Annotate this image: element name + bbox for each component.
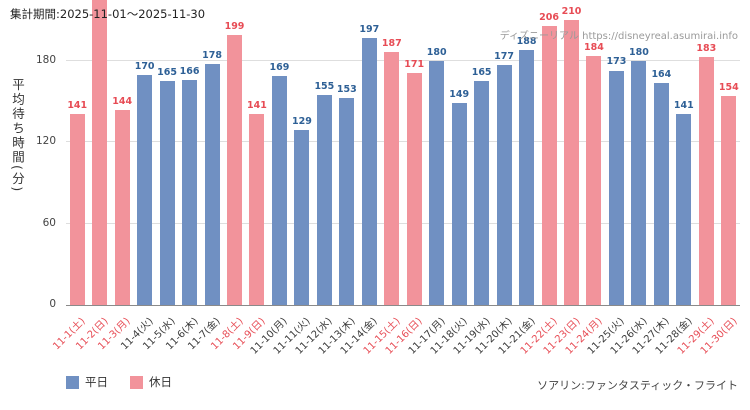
chart-bar [137, 74, 153, 305]
legend-label-holiday: 休日 [149, 375, 172, 389]
chart-bar [451, 103, 467, 305]
bar-value-label: 177 [494, 51, 515, 63]
weekday-color-swatch [66, 375, 79, 389]
chart-bar [294, 130, 310, 305]
bar-value-label: 169 [269, 61, 290, 73]
legend-item-holiday: 休日 [130, 374, 172, 390]
bar-value-label: 141 [247, 99, 267, 111]
bar-value-label: 165 [471, 67, 492, 79]
bar-value-label: 166 [179, 65, 200, 77]
chart-bar [474, 81, 490, 305]
site-watermark: ディズニーリアル https://disneyreal.asumirai.inf… [499, 31, 738, 42]
chart-bar [721, 96, 737, 305]
y-tick-label: 0 [49, 298, 56, 310]
bar-value-label: 206 [539, 11, 559, 23]
bar-value-label: 154 [718, 82, 739, 94]
bar-value-label: 164 [651, 68, 672, 80]
bar-value-label: 141 [67, 99, 88, 111]
y-axis-title: 平均待ち時間(分) [10, 78, 25, 194]
bar-value-label: 149 [449, 89, 470, 101]
bar-value-label: 178 [202, 49, 222, 61]
gridline [66, 60, 740, 61]
chart-bar [631, 61, 647, 305]
chart-bar [586, 55, 602, 305]
bar-value-label: 197 [359, 23, 380, 35]
chart-legend: 平日 休日 [66, 374, 172, 390]
chart-bar [519, 50, 535, 305]
bar-value-label: 171 [404, 59, 425, 71]
chart-bar [698, 56, 714, 305]
y-tick-label: 60 [42, 216, 56, 229]
bar-value-label: 199 [224, 21, 245, 33]
y-tick-label: 120 [35, 135, 56, 148]
chart-bar [429, 61, 445, 305]
chart-bar [316, 94, 332, 305]
chart-bar [339, 97, 355, 305]
y-tick-label: 180 [35, 54, 56, 66]
bar-value-label: 170 [134, 60, 155, 72]
legend-label-weekday: 平日 [85, 375, 108, 389]
chart-bar [406, 73, 422, 305]
bar-value-label: 188 [516, 36, 537, 48]
attraction-name: ソアリン:ファンタスティック・フライト [537, 379, 738, 392]
chart-bar [653, 82, 669, 305]
chart-bar [496, 65, 512, 305]
bar-value-label: 144 [112, 95, 133, 107]
gridline [66, 141, 740, 143]
chart-bar [361, 37, 377, 305]
legend-item-weekday: 平日 [66, 374, 108, 390]
bar-value-label: 129 [291, 116, 312, 128]
chart-bar [384, 51, 400, 305]
chart-bar [564, 20, 579, 305]
bar-value-label: 180 [628, 47, 649, 58]
chart-bar [69, 113, 85, 305]
bar-value-label: 210 [561, 6, 582, 18]
aggregation-period-label: 集計期間:2025-11-01〜2025-11-30 [10, 7, 206, 21]
bar-value-label: 184 [584, 41, 604, 53]
chart-bar [92, 0, 108, 305]
chart-bar [227, 35, 242, 305]
gridline [66, 222, 740, 224]
chart-bar [271, 75, 287, 305]
chart-bar [114, 109, 130, 305]
bar-value-label: 155 [314, 80, 335, 92]
bar-value-label: 165 [157, 67, 178, 79]
chart-bar [608, 70, 624, 305]
chart-bar [676, 113, 692, 305]
bar-value-label: 153 [336, 83, 357, 95]
plot-area: 1412251441701651661781991411691291551531… [66, 0, 740, 306]
holiday-color-swatch [130, 375, 143, 389]
bar-value-label: 173 [606, 56, 627, 68]
x-axis: 11-1(土) 11-2(日) 11-3(月) 11-4(火) 11-5(水) 11-6(… [51, 305, 740, 371]
bar-value-label: 187 [381, 37, 402, 49]
chart-bar [249, 113, 265, 305]
bar-value-label: 183 [696, 42, 717, 54]
chart-bar [182, 79, 198, 305]
y-axis: 0 60 120 180 [0, 0, 62, 310]
chart-bar [159, 81, 175, 305]
chart-bar [204, 63, 220, 305]
bar-value-label: 141 [673, 99, 694, 111]
chart-bar [541, 25, 557, 305]
bar-value-label: 180 [426, 47, 447, 58]
